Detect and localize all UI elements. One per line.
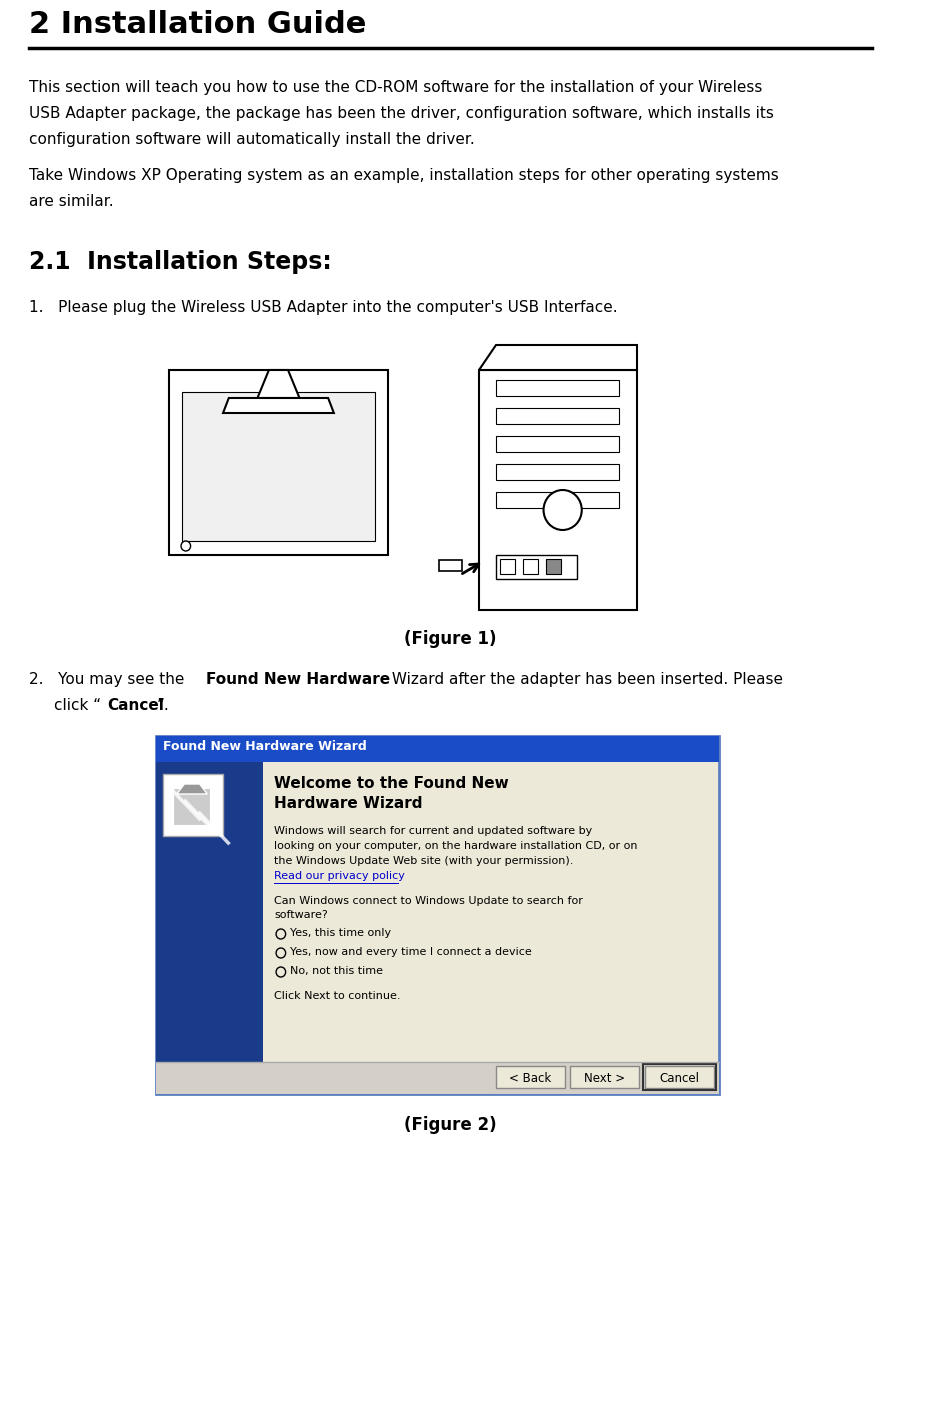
- Text: Click Next to continue.: Click Next to continue.: [274, 991, 401, 1001]
- Bar: [169, 370, 389, 555]
- Bar: [496, 408, 620, 423]
- Bar: [479, 370, 637, 610]
- Text: software?: software?: [274, 910, 328, 920]
- Text: Welcome to the Found New: Welcome to the Found New: [274, 776, 509, 792]
- Text: Take Windows XP Operating system as an example, installation steps for other ope: Take Windows XP Operating system as an e…: [28, 169, 778, 183]
- Bar: [438, 559, 462, 571]
- Bar: [496, 379, 620, 396]
- Bar: [496, 555, 577, 579]
- Text: configuration software will automatically install the driver.: configuration software will automaticall…: [28, 132, 474, 147]
- Bar: [156, 1062, 720, 1095]
- Text: 2.1  Installation Steps:: 2.1 Installation Steps:: [28, 251, 331, 275]
- Bar: [156, 736, 720, 762]
- Bar: [496, 464, 620, 480]
- Text: 2.   You may see the: 2. You may see the: [28, 673, 189, 687]
- Text: the Windows Update Web site (with your permission).: the Windows Update Web site (with your p…: [274, 857, 573, 867]
- Bar: [643, 1063, 716, 1090]
- Bar: [156, 762, 263, 1095]
- Polygon shape: [176, 784, 207, 794]
- Circle shape: [181, 541, 190, 551]
- Polygon shape: [257, 370, 300, 398]
- Text: Found New Hardware: Found New Hardware: [207, 673, 390, 687]
- Text: (Figure 2): (Figure 2): [405, 1116, 497, 1134]
- Polygon shape: [223, 398, 334, 413]
- Text: Cancel: Cancel: [659, 1072, 699, 1086]
- Text: ”.: ”.: [157, 698, 170, 714]
- Text: Can Windows connect to Windows Update to search for: Can Windows connect to Windows Update to…: [274, 896, 583, 906]
- Text: 2 Installation Guide: 2 Installation Guide: [28, 10, 366, 40]
- Bar: [496, 1066, 565, 1087]
- Text: No, not this time: No, not this time: [290, 966, 384, 976]
- Bar: [496, 491, 620, 508]
- Text: Yes, this time only: Yes, this time only: [290, 927, 391, 937]
- Bar: [182, 392, 375, 541]
- Text: are similar.: are similar.: [28, 194, 113, 210]
- Text: looking on your computer, on the hardware installation CD, or on: looking on your computer, on the hardwar…: [274, 841, 637, 851]
- Circle shape: [543, 490, 582, 530]
- Bar: [500, 559, 516, 573]
- Text: < Back: < Back: [509, 1072, 552, 1086]
- Bar: [546, 559, 561, 573]
- Polygon shape: [479, 346, 637, 370]
- Text: Wizard after the adapter has been inserted. Please: Wizard after the adapter has been insert…: [387, 673, 783, 687]
- Text: 1.   Please plug the Wireless USB Adapter into the computer's USB Interface.: 1. Please plug the Wireless USB Adapter …: [28, 300, 618, 314]
- Text: Found New Hardware Wizard: Found New Hardware Wizard: [163, 741, 367, 753]
- Bar: [163, 775, 223, 835]
- Bar: [156, 736, 720, 1095]
- Text: USB Adapter package, the package has been the driver, configuration software, wh: USB Adapter package, the package has bee…: [28, 106, 773, 120]
- Bar: [496, 436, 620, 452]
- Text: This section will teach you how to use the CD-ROM software for the installation : This section will teach you how to use t…: [28, 79, 762, 95]
- Text: (Figure 1): (Figure 1): [405, 630, 497, 649]
- Text: Next >: Next >: [584, 1072, 625, 1086]
- Bar: [645, 1066, 714, 1087]
- Text: Read our privacy policy: Read our privacy policy: [274, 871, 405, 881]
- Bar: [173, 787, 211, 826]
- Text: Yes, now and every time I connect a device: Yes, now and every time I connect a devi…: [290, 947, 532, 957]
- Bar: [523, 559, 538, 573]
- Text: Cancel: Cancel: [107, 698, 164, 714]
- Bar: [571, 1066, 639, 1087]
- Text: click “: click “: [55, 698, 102, 714]
- Text: Windows will search for current and updated software by: Windows will search for current and upda…: [274, 826, 592, 835]
- Text: Hardware Wizard: Hardware Wizard: [274, 796, 422, 811]
